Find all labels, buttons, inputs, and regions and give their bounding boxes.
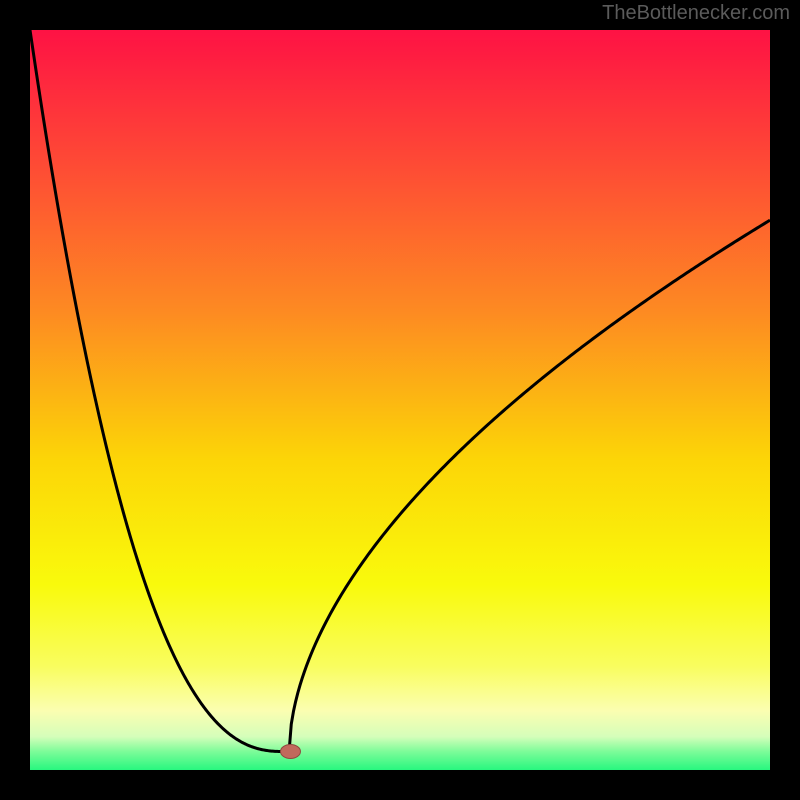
- chart-container: TheBottlenecker.com: [0, 0, 800, 800]
- bottleneck-chart: [0, 0, 800, 800]
- gradient-background: [30, 30, 770, 770]
- watermark-label: TheBottlenecker.com: [602, 2, 790, 25]
- optimum-marker: [280, 745, 300, 759]
